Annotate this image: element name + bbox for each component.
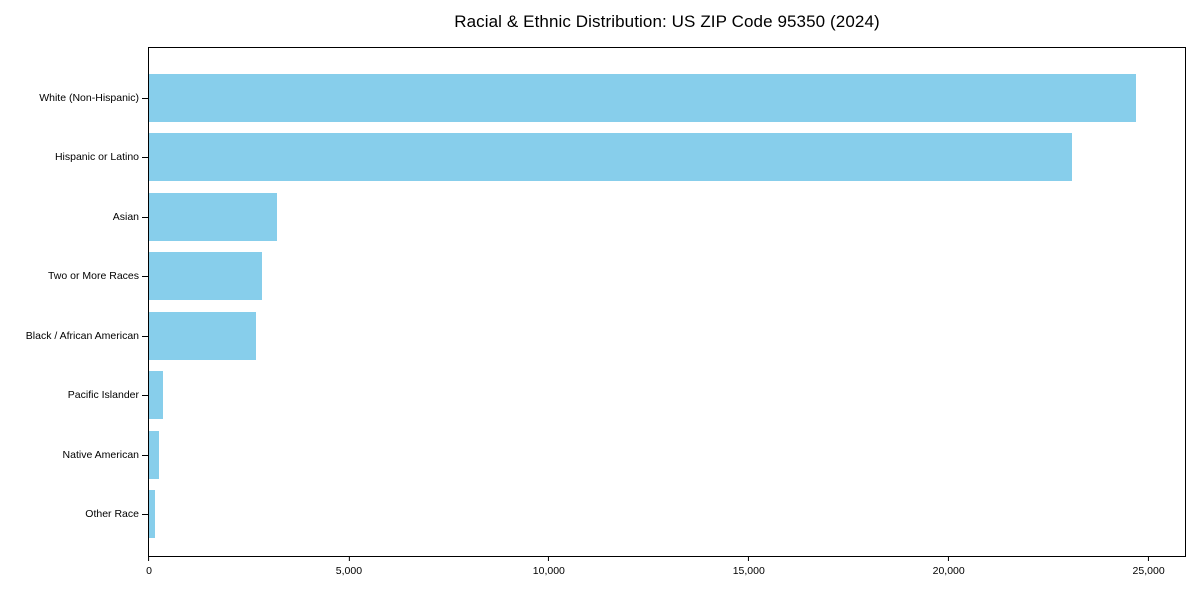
- x-tick-mark: [1148, 556, 1150, 561]
- bar-rows: White (Non-Hispanic) Hispanic or Latino As…: [26, 48, 1185, 556]
- plot-area: White (Non-Hispanic) Hispanic or Latino As…: [26, 47, 1186, 577]
- x-tick-5000: 5,000: [336, 556, 362, 577]
- x-tick-label: 5,000: [335, 565, 363, 577]
- y-axis-label-black-african-american: Black / African American: [25, 329, 139, 342]
- bar-pacific-islander: [149, 371, 163, 420]
- y-axis-label-pacific-islander: Pacific Islander: [67, 389, 139, 401]
- bar-other-race: [149, 490, 155, 539]
- y-tick-mark: [142, 514, 148, 516]
- bar-row-pacific-islander: Pacific Islander: [68, 366, 1185, 426]
- bar-row-white-non-hispanic: White (Non-Hispanic): [39, 68, 1185, 128]
- x-tick-10000: 10,000: [533, 556, 565, 577]
- y-axis-label-asian: Asian: [112, 210, 139, 223]
- y-axis-label-other-race: Other Race: [85, 508, 139, 520]
- x-tick-20000: 20,000: [933, 556, 965, 577]
- bar-row-black-african-american: Black / African American: [26, 306, 1185, 366]
- x-tick-mark: [748, 556, 750, 561]
- bar-asian: [149, 192, 277, 241]
- x-tick-label: 15,000: [732, 565, 765, 577]
- x-tick-15000: 15,000: [733, 556, 765, 577]
- y-tick-mark: [142, 97, 148, 99]
- y-tick-mark: [142, 157, 148, 159]
- y-axis-label-two-or-more-races: Two or More Races: [47, 270, 139, 282]
- y-axis-label-native-american: Native American: [62, 448, 139, 461]
- x-tick-mark: [148, 556, 150, 561]
- x-tick-0: 0: [146, 556, 152, 577]
- y-tick-mark: [142, 395, 148, 397]
- x-tick-label: 10,000: [532, 565, 565, 577]
- bar-two-or-more-races: [149, 252, 262, 301]
- y-axis-label-hispanic-or-latino: Hispanic or Latino: [54, 151, 139, 163]
- x-tick-label: 0: [146, 565, 152, 577]
- chart-title: Racial & Ethnic Distribution: US ZIP Cod…: [454, 12, 880, 31]
- x-tick-25000: 25,000: [1133, 556, 1165, 577]
- bar-row-other-race: Other Race: [85, 485, 1185, 545]
- x-axis: 0 5,000 10,000 15,000 20,000 25,000: [146, 556, 1185, 586]
- y-tick-mark: [142, 335, 148, 337]
- x-tick-label: 20,000: [932, 565, 965, 577]
- bar-native-american: [149, 430, 159, 479]
- bar-black-african-american: [149, 311, 256, 360]
- x-tick-mark: [548, 556, 550, 561]
- bar-row-two-or-more-races: Two or More Races: [48, 247, 1185, 307]
- bar-row-asian: Asian: [113, 187, 1185, 247]
- bar-row-hispanic-or-latino: Hispanic or Latino: [55, 128, 1185, 188]
- y-tick-mark: [142, 216, 148, 218]
- y-axis-label-white-non-hispanic: White (Non-Hispanic): [39, 91, 139, 104]
- bar-hispanic-or-latino: [149, 133, 1073, 182]
- y-tick-mark: [142, 276, 148, 278]
- x-tick-mark: [348, 556, 350, 561]
- bar-row-native-american: Native American: [63, 425, 1185, 485]
- x-tick-label: 25,000: [1132, 565, 1165, 577]
- y-tick-mark: [142, 454, 148, 456]
- bar-white-non-hispanic: [149, 73, 1136, 122]
- x-tick-mark: [948, 556, 950, 561]
